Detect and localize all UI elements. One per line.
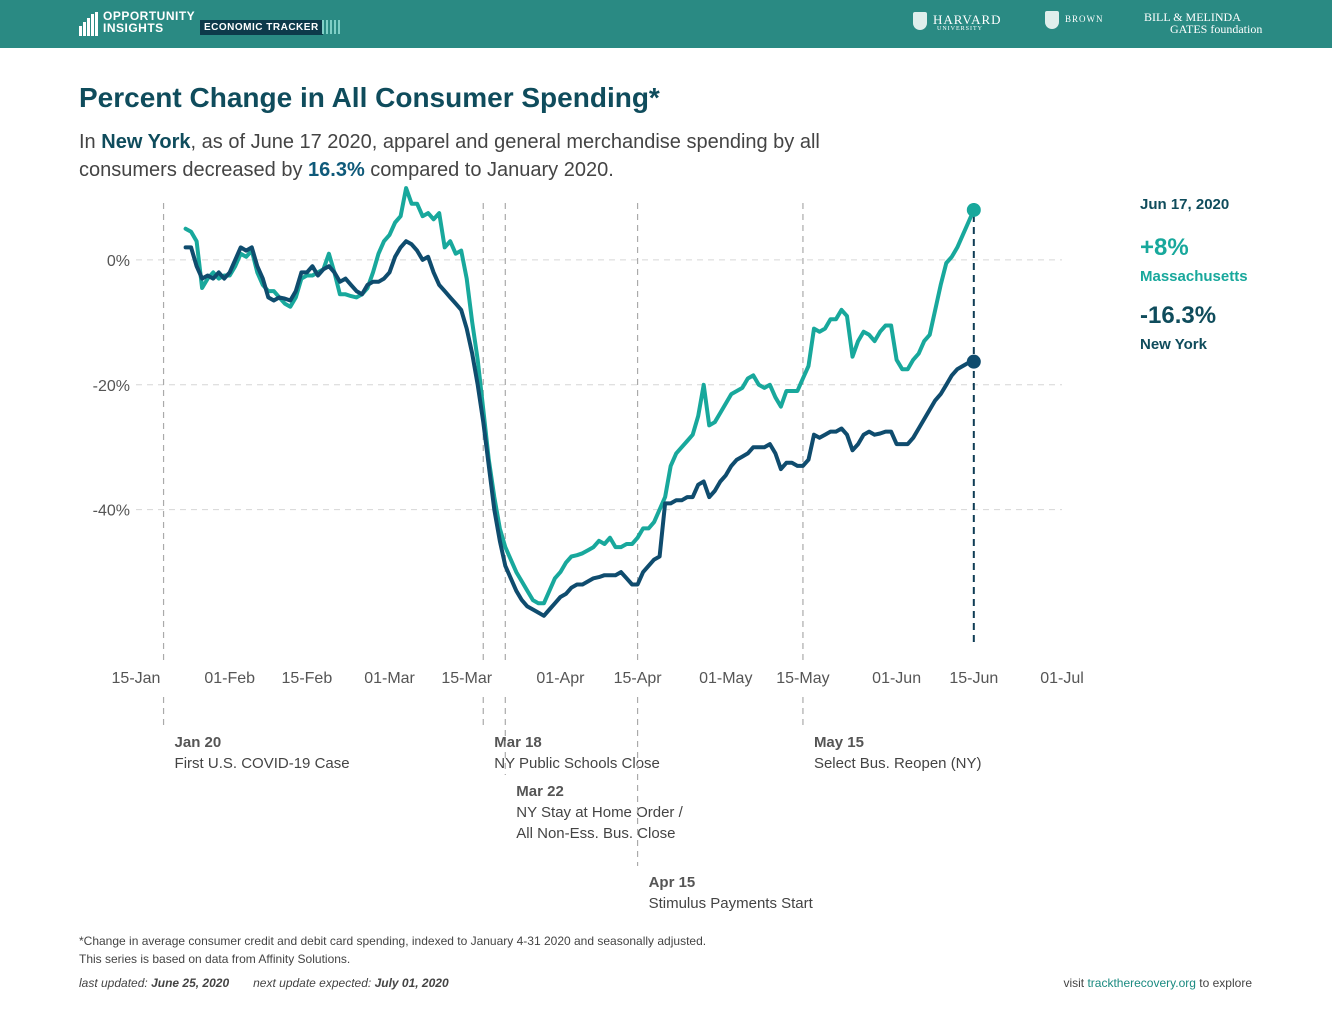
x-tick-label: 01-Mar — [364, 670, 415, 687]
x-tick-label: 01-Apr — [536, 670, 585, 687]
event-description: First U.S. COVID-19 Case — [175, 755, 350, 772]
event-date-label: Jan 20 — [175, 734, 222, 751]
brown-shield-icon — [1045, 11, 1059, 29]
gates-foundation-logo[interactable]: BILL & MELINDA GATES foundation — [1144, 10, 1263, 36]
massachusetts-label: Massachusetts — [1140, 268, 1248, 285]
brown-logo[interactable]: BROWN — [1045, 11, 1104, 29]
chart-title: Percent Change in All Consumer Spending* — [79, 82, 660, 113]
y-tick-label: -40% — [93, 503, 130, 520]
x-tick-label: 15-Feb — [282, 670, 333, 687]
visit-note: visit tracktherecovery.org to explore — [1063, 976, 1252, 990]
next-update-date: July 01, 2020 — [374, 976, 449, 990]
top-bar: OPPORTUNITY INSIGHTS ECONOMIC TRACKER HA… — [0, 0, 1332, 48]
stripes-decoration — [322, 20, 342, 34]
series-line-massachusetts — [183, 186, 976, 606]
harvard-logo[interactable]: HARVARD UNIVERSITY — [913, 12, 1002, 32]
state-name: New York — [101, 131, 191, 153]
latest-date: Jun 17, 2020 — [1140, 196, 1230, 213]
economic-tracker-badge[interactable]: ECONOMIC TRACKER — [200, 20, 323, 35]
event-description: Select Bus. Reopen (NY) — [814, 755, 982, 772]
endpoint-massachusetts — [966, 202, 981, 217]
logo-text: OPPORTUNITY INSIGHTS — [103, 9, 196, 35]
event-description: NY Stay at Home Order / — [516, 804, 683, 821]
massachusetts-value: +8% — [1140, 234, 1189, 261]
harvard-shield-icon — [913, 12, 927, 31]
last-updated-date: June 25, 2020 — [151, 976, 230, 990]
x-tick-label: 15-May — [776, 670, 829, 687]
bars-logo-icon — [79, 12, 99, 36]
footnote: *Change in average consumer credit and d… — [79, 934, 707, 966]
tracker-link[interactable]: tracktherecovery.org — [1087, 976, 1196, 990]
event-date-label: Apr 15 — [649, 874, 696, 891]
x-tick-label: 01-May — [699, 670, 752, 687]
x-tick-label: 15-Mar — [441, 670, 492, 687]
update-info: last updated: June 25, 2020 next update e… — [79, 976, 449, 990]
chart-subtitle: In New York, as of June 17 2020, apparel… — [79, 131, 820, 181]
endpoint-new-york — [966, 354, 981, 369]
x-tick-label: 01-Jul — [1040, 670, 1084, 687]
event-description: Stimulus Payments Start — [649, 895, 814, 912]
event-date-label: Mar 22 — [516, 783, 564, 800]
y-tick-label: 0% — [107, 253, 130, 270]
event-date-label: Mar 18 — [494, 734, 542, 751]
y-tick-label: -20% — [93, 378, 130, 395]
x-tick-label: 15-Apr — [614, 670, 663, 687]
series-line-new-york — [183, 239, 976, 618]
x-tick-label: 15-Jan — [112, 670, 161, 687]
x-tick-label: 15-Jun — [949, 670, 998, 687]
new-york-value: -16.3% — [1140, 302, 1217, 329]
x-tick-label: 01-Jun — [872, 670, 921, 687]
event-description: NY Public Schools Close — [494, 755, 660, 772]
new-york-label: New York — [1140, 336, 1207, 353]
line-chart: 0% -20% -40% 15-Jan 01-Feb 15-Feb 01-Mar 15-Mar… — [93, 186, 1084, 912]
change-percent: 16.3% — [308, 159, 365, 181]
event-date-label: May 15 — [814, 734, 864, 751]
event-description: All Non-Ess. Bus. Close — [516, 825, 675, 842]
x-tick-label: 01-Feb — [204, 670, 255, 687]
